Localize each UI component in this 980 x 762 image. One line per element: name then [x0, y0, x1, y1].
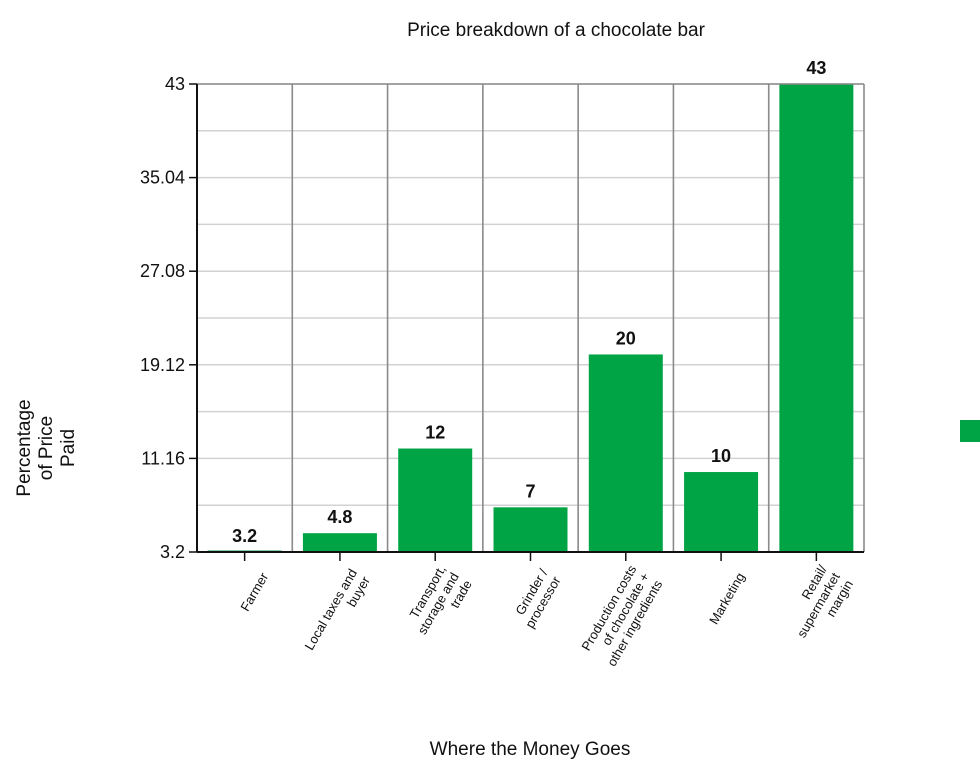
bar	[588, 354, 663, 552]
data-labels: 3.2 4.8 12 7 20 10 43	[232, 58, 826, 546]
data-label: 10	[711, 446, 731, 466]
x-tick-label-line: Local taxes and	[302, 566, 361, 652]
chart-title: Price breakdown of a chocolate bar	[407, 20, 706, 41]
x-axis-ticks: Farmer Local taxes andbuyer Transport,stor…	[237, 552, 856, 669]
y-tick-label: 27.08	[140, 261, 185, 281]
data-label: 7	[525, 481, 535, 501]
x-tick-label-line: Marketing	[706, 570, 748, 627]
x-tick-label: Production costsof chocolate +other ingr…	[578, 562, 666, 669]
data-label: 3.2	[232, 526, 257, 546]
y-axis-ticks: 3.2 11.16 19.12 27.08 35.04 43	[140, 74, 197, 562]
bar	[302, 533, 377, 552]
bar	[398, 448, 473, 552]
bar	[684, 472, 759, 552]
data-label: 43	[806, 58, 826, 78]
x-tick-label: Transport,storage andtrade	[401, 563, 474, 645]
x-tick-label: Marketing	[706, 570, 748, 627]
y-axis-label-line: Percentage	[14, 399, 35, 496]
x-tick-label: Local taxes andbuyer	[302, 566, 374, 660]
y-tick-label: 35.04	[140, 168, 185, 188]
y-axis-label-text: Percentageof PricePaid	[14, 399, 79, 496]
data-label: 4.8	[327, 507, 352, 527]
y-tick-label: 3.2	[160, 542, 185, 562]
bars	[207, 84, 854, 552]
x-tick-label: Farmer	[237, 569, 271, 613]
y-axis-label: Percentageof PricePaid	[14, 399, 79, 496]
x-tick-label: Grinder /processor	[509, 566, 564, 631]
bar	[779, 84, 854, 552]
y-tick-label: 19.12	[140, 355, 185, 375]
x-tick-label: Retail/supermarketmargin	[781, 562, 856, 647]
y-tick-label: 11.16	[141, 448, 185, 468]
y-axis-label-line: Paid	[58, 429, 79, 467]
x-axis-label: Where the Money Goes	[430, 739, 631, 760]
x-tick-label-line: Farmer	[237, 569, 271, 613]
y-tick-label: 43	[165, 74, 185, 94]
data-label: 12	[425, 423, 445, 443]
legend-swatch	[960, 420, 980, 442]
y-axis-label-line: of Price	[36, 416, 57, 480]
data-label: 20	[616, 328, 636, 348]
bar	[493, 507, 568, 552]
